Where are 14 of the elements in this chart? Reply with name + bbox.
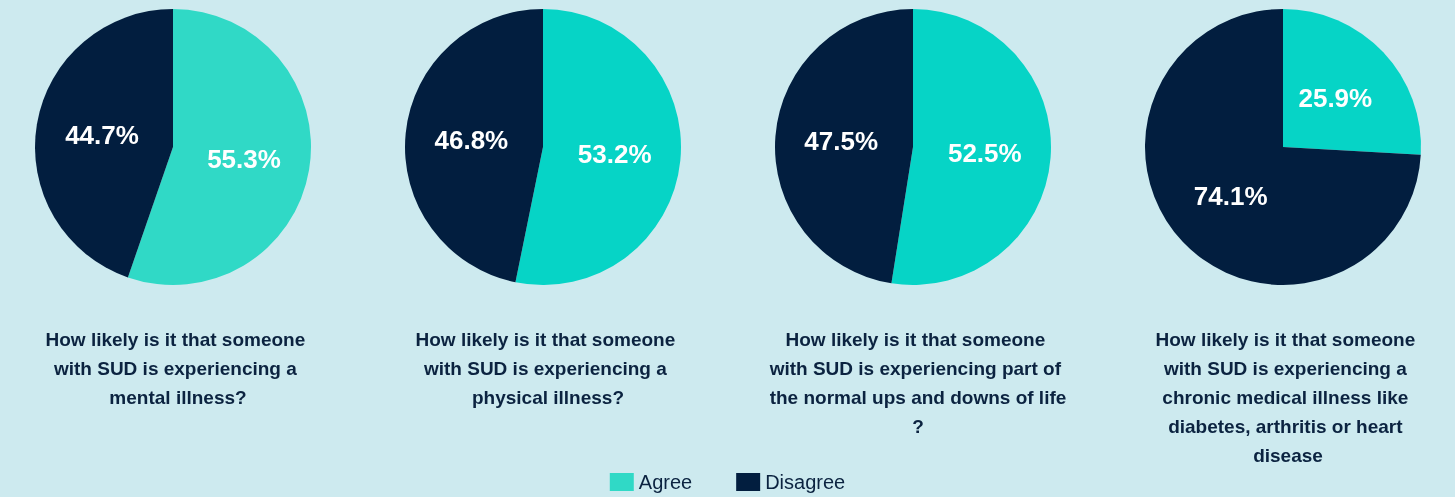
data-label: 74.1% — [1193, 181, 1268, 212]
legend-label: Disagree — [765, 471, 846, 493]
legend-label: Agree — [638, 471, 693, 493]
data-label: 53.2% — [577, 139, 652, 170]
data-label: 25.9% — [1298, 82, 1373, 113]
data-label: 46.8% — [434, 124, 509, 155]
data-label: 47.5% — [804, 126, 879, 157]
text: How likely is it that someone with SUD is experiencing part of the normal ups and downs of life? — [768, 329, 1067, 437]
text: How likely is it that someone with SUD is experiencing a mental illness? — [45, 329, 311, 408]
data-label: 52.5% — [947, 137, 1022, 168]
data-label: 55.3% — [207, 143, 281, 174]
text: How likely is it that someone with SUD is experiencing a physical illness? — [415, 329, 681, 408]
data-label: 44.7% — [65, 120, 139, 151]
text: How likely is it that someone with SUD is experiencing a chronic medical illness like diabetes, arthritis or heart disease — [1155, 329, 1421, 466]
